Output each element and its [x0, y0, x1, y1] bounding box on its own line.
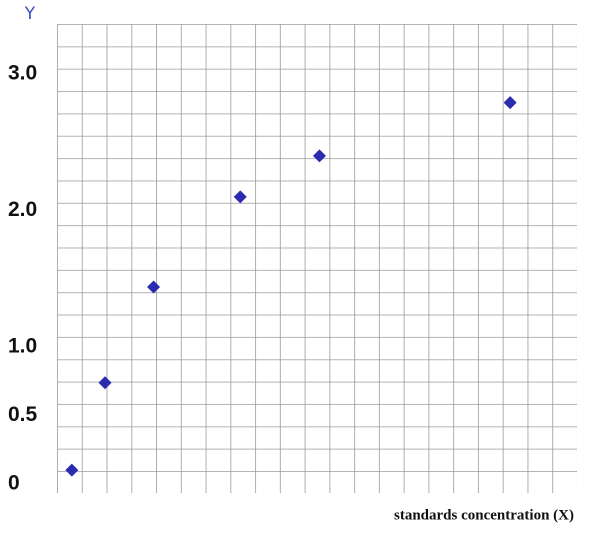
point — [312, 149, 326, 163]
y-tick-label: 3.0 — [8, 61, 37, 84]
y-tick-label: 0.5 — [8, 403, 38, 426]
point — [147, 280, 161, 294]
y-tick-label: 0 — [8, 471, 20, 494]
x-axis-label: standards concentration (X) — [394, 507, 574, 523]
y-tick-label: 1.0 — [8, 335, 37, 358]
point — [503, 96, 517, 110]
point — [65, 463, 79, 477]
point — [98, 376, 112, 390]
point — [233, 190, 247, 204]
y-tick-label: 2.0 — [8, 198, 37, 221]
y-axis-label: Y — [24, 4, 36, 24]
grid — [57, 24, 577, 493]
